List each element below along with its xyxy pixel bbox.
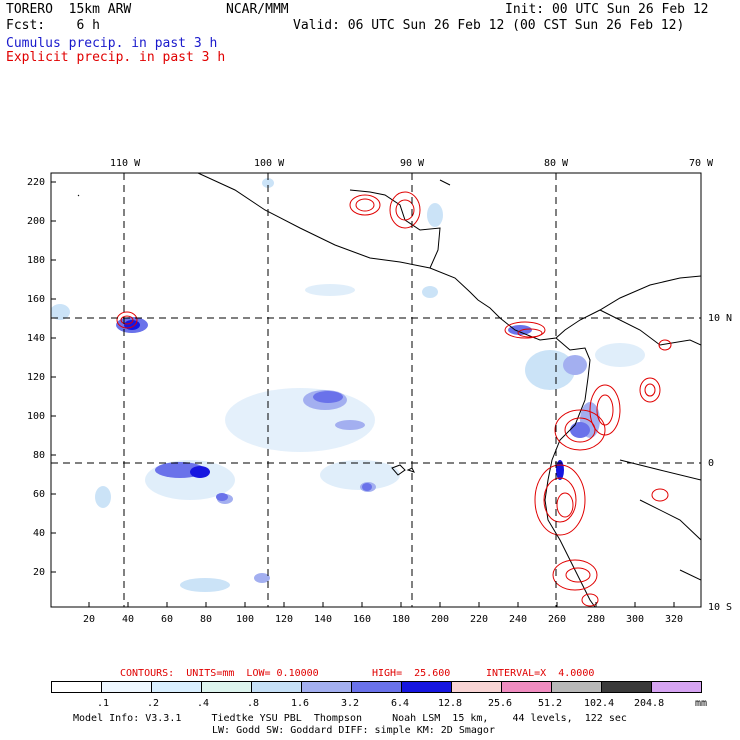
x-tick-label: 100 (236, 614, 255, 625)
y-tick-label: 200 (27, 216, 46, 227)
colorbar-swatch (551, 681, 602, 693)
colorbar-label: .8 (247, 698, 260, 709)
colorbar-label: 51.2 (538, 698, 563, 709)
axis-ticks (51, 181, 675, 607)
x-tick-label: 300 (626, 614, 645, 625)
forecast-hour: Fcst: 6 h (6, 18, 100, 33)
colorbar-label: 102.4 (584, 698, 615, 709)
y-tick-label: 80 (33, 450, 46, 461)
x-tick-label: 160 (353, 614, 372, 625)
map-frame (50, 172, 702, 608)
lon-label-100w: 100 W (254, 158, 285, 169)
explicit-precip-contours (116, 191, 672, 607)
precip-shading (51, 178, 645, 592)
colorbar-swatch (251, 681, 302, 693)
x-tick-label: 180 (392, 614, 411, 625)
colorbar-swatch (101, 681, 152, 693)
field-label-cumulus: Cumulus precip. in past 3 h (6, 36, 218, 51)
model-info: Model Info: V3.3.1 Tiedtke YSU PBL Thomp… (73, 713, 627, 724)
physics-info: LW: Godd SW: Goddard DIFF: simple KM: 2D… (212, 725, 495, 736)
colorbar-label: 25.6 (488, 698, 513, 709)
colorbar-swatch (51, 681, 102, 693)
lon-label-90w: 90 W (400, 158, 425, 169)
colorbar-label: .4 (197, 698, 210, 709)
model-title: TORERO 15km ARW (6, 2, 132, 17)
graticule (51, 173, 701, 607)
y-tick-label: 220 (27, 177, 46, 188)
x-tick-label: 120 (275, 614, 294, 625)
colorbar-label: 1.6 (291, 698, 310, 709)
org-label: NCAR/MMM (226, 2, 289, 17)
colorbar-swatch (601, 681, 652, 693)
colorbar-swatch (651, 681, 702, 693)
x-tick-label: 320 (665, 614, 684, 625)
x-tick-label: 20 (83, 614, 96, 625)
lon-label-70w: 70 W (689, 158, 714, 169)
colorbar-label: 204.8 (634, 698, 665, 709)
y-tick-label: 60 (33, 489, 46, 500)
field-label-explicit: Explicit precip. in past 3 h (6, 50, 226, 65)
y-tick-label: 100 (27, 411, 46, 422)
contour-info: CONTOURS: UNITS=mm LOW= 0.10000 (120, 668, 319, 679)
x-tick-label: 220 (470, 614, 489, 625)
init-time: Init: 00 UTC Sun 26 Feb 12 (505, 2, 709, 17)
y-tick-label: 40 (33, 528, 46, 539)
colorbar-label: .2 (147, 698, 160, 709)
x-tick-label: 80 (200, 614, 213, 625)
colorbar-label: 3.2 (341, 698, 360, 709)
x-tick-label: 280 (587, 614, 606, 625)
y-tick-label: 20 (33, 567, 46, 578)
colorbar-swatch (401, 681, 452, 693)
coastlines (77, 173, 701, 607)
y-tick-label: 120 (27, 372, 46, 383)
contour-interval: INTERVAL=X 4.0000 (486, 668, 595, 679)
colorbar-swatch (201, 681, 252, 693)
lat-label-10s: 10 S (708, 602, 733, 613)
lat-label-0: 0 (708, 458, 715, 469)
colorbar-swatch (451, 681, 502, 693)
colorbar-label: .1 (97, 698, 110, 709)
x-tick-label: 240 (509, 614, 528, 625)
y-tick-label: 180 (27, 255, 46, 266)
lon-label-110w: 110 W (110, 158, 141, 169)
x-tick-label: 260 (548, 614, 567, 625)
lon-label-80w: 80 W (544, 158, 569, 169)
colorbar-swatch (151, 681, 202, 693)
contour-high: HIGH= 25.600 (372, 668, 451, 679)
x-tick-label: 140 (314, 614, 333, 625)
colorbar-label: 6.4 (391, 698, 410, 709)
colorbar-swatch (351, 681, 402, 693)
x-tick-label: 60 (161, 614, 174, 625)
lat-label-10n: 10 N (708, 313, 733, 324)
y-tick-label: 140 (27, 333, 46, 344)
colorbar-label: 12.8 (438, 698, 463, 709)
colorbar-swatch (301, 681, 352, 693)
x-tick-label: 200 (431, 614, 450, 625)
colorbar-units: mm (695, 698, 708, 709)
y-tick-label: 160 (27, 294, 46, 305)
colorbar-swatch (501, 681, 552, 693)
x-tick-label: 40 (122, 614, 135, 625)
valid-time: Valid: 06 UTC Sun 26 Feb 12 (00 CST Sun … (293, 18, 685, 33)
